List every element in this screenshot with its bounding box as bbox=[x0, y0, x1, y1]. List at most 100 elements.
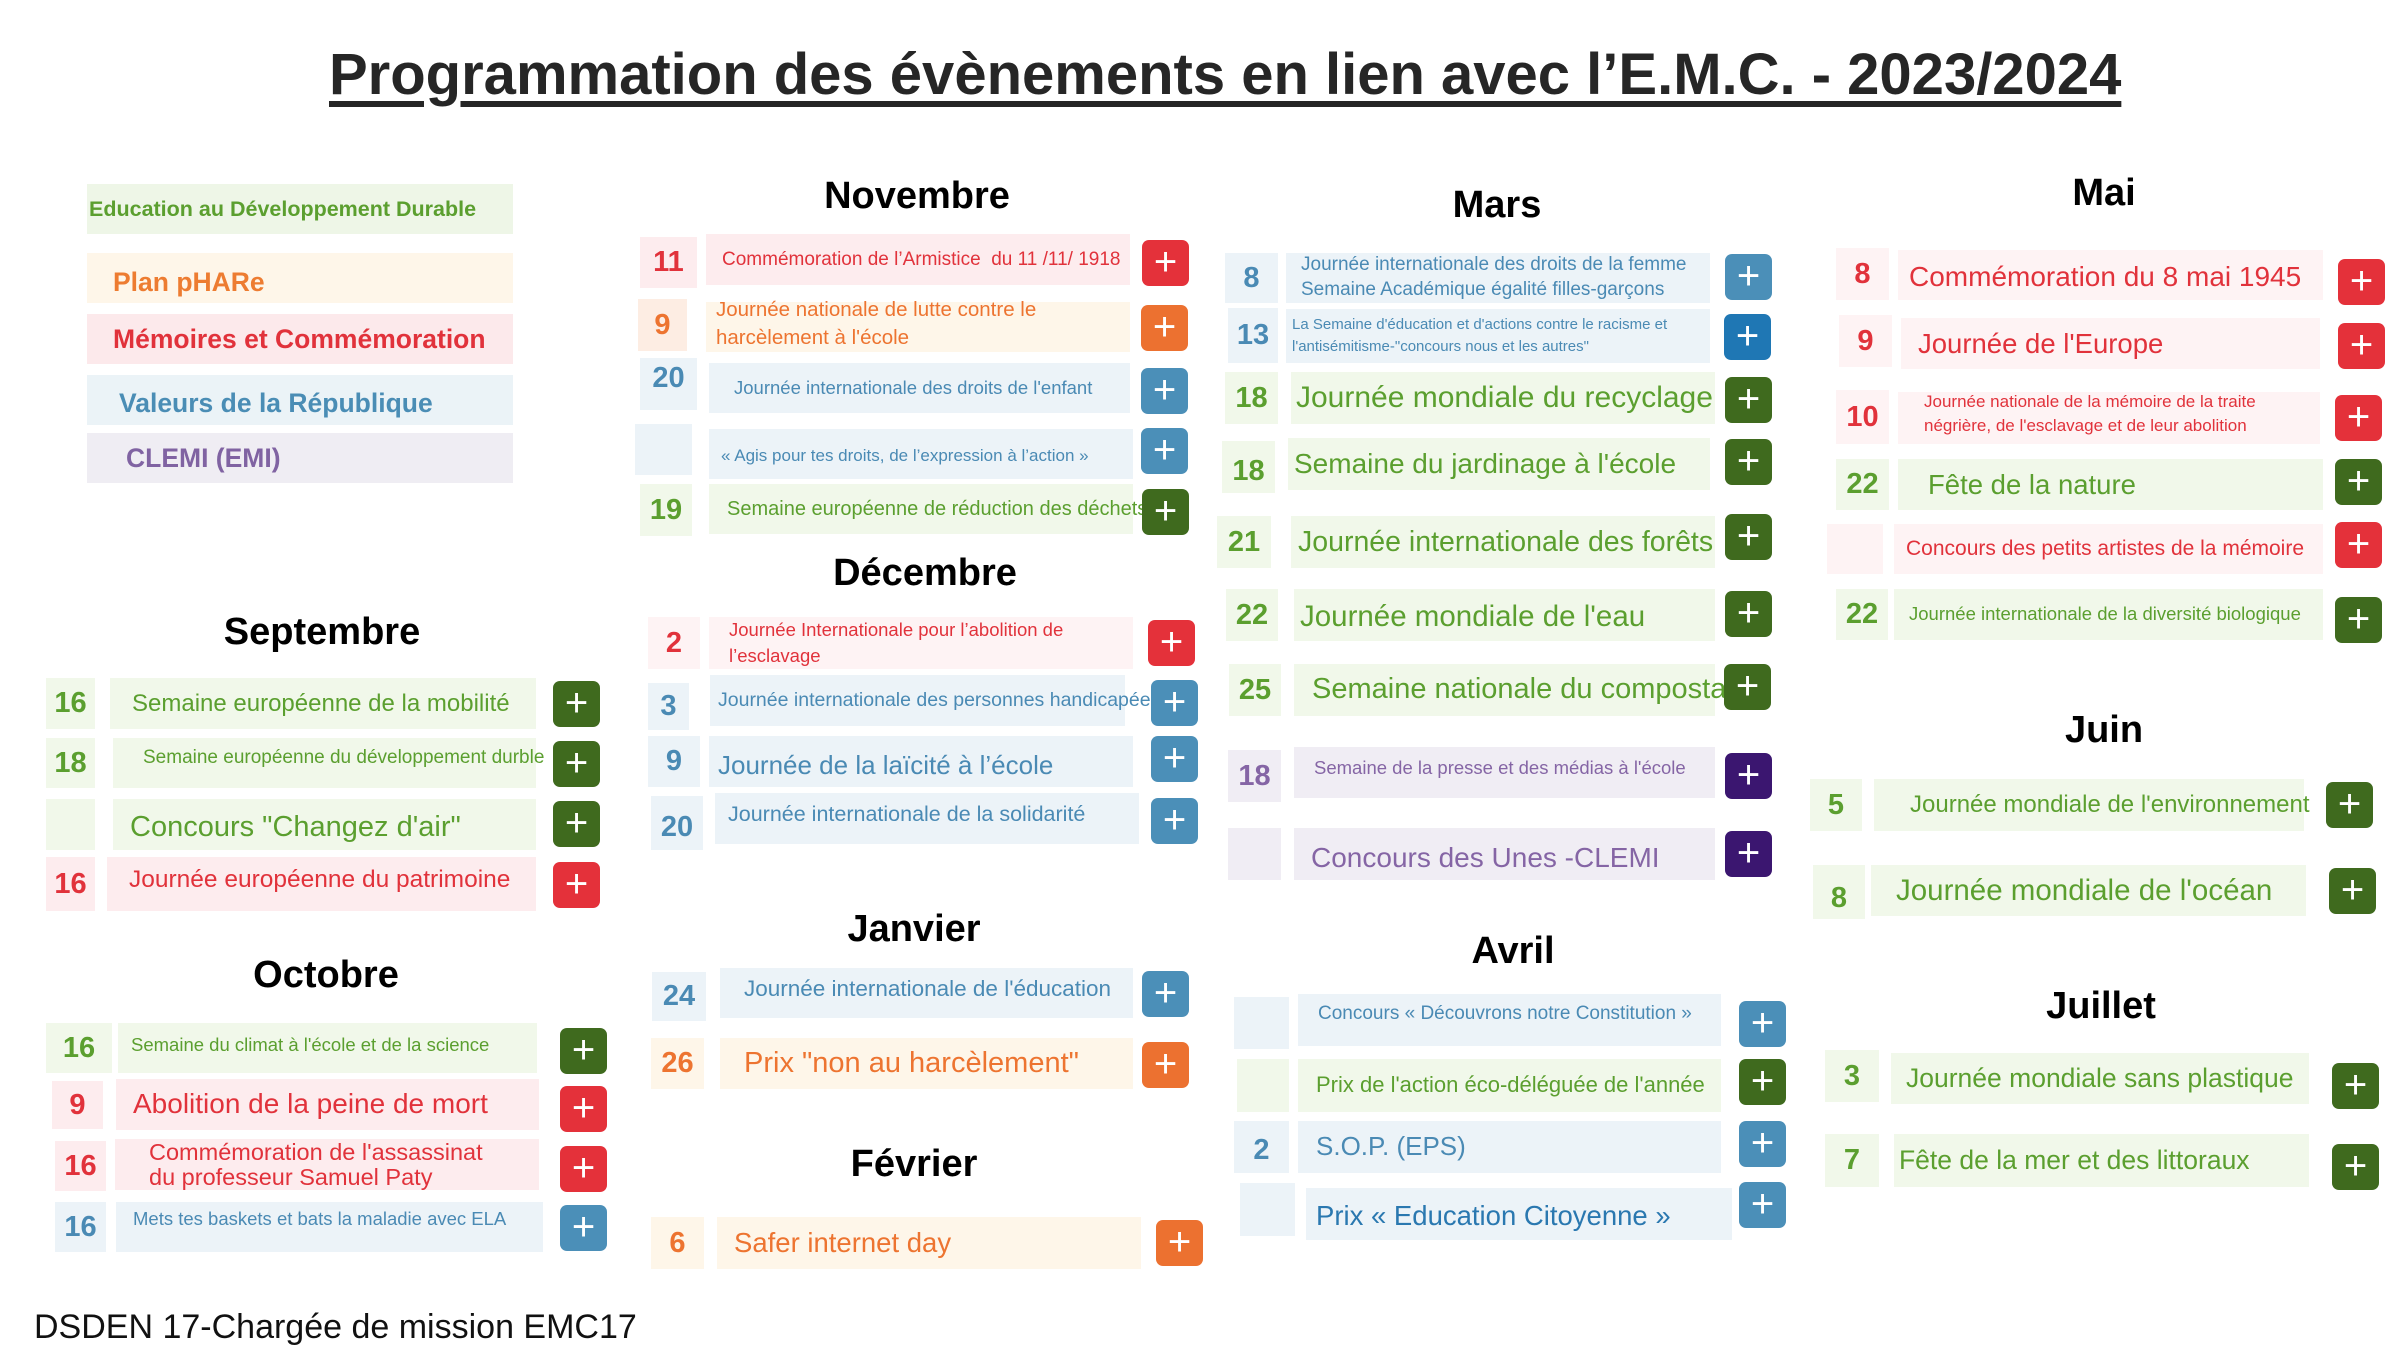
more-info-button[interactable]: + bbox=[553, 801, 600, 847]
more-info-button[interactable]: + bbox=[1151, 680, 1198, 726]
more-info-button[interactable]: + bbox=[1142, 240, 1189, 286]
plus-icon: + bbox=[2337, 781, 2362, 826]
event-label: Prix "non au harcèlement" bbox=[720, 1038, 1133, 1089]
legend-item-edd: Education au Développement Durable bbox=[87, 184, 513, 234]
event-label: Abolition de la peine de mort bbox=[116, 1079, 539, 1130]
more-info-button[interactable]: + bbox=[1148, 620, 1195, 666]
more-info-button[interactable]: + bbox=[1142, 489, 1189, 535]
more-info-button[interactable]: + bbox=[553, 741, 600, 787]
more-info-button[interactable]: + bbox=[1725, 591, 1772, 637]
more-info-button[interactable]: + bbox=[2335, 459, 2382, 505]
more-info-button[interactable]: + bbox=[2335, 395, 2382, 441]
month-title: Mars bbox=[1452, 184, 1542, 226]
more-info-button[interactable]: + bbox=[553, 681, 600, 727]
plus-icon: + bbox=[2340, 867, 2365, 912]
more-info-button[interactable]: + bbox=[560, 1146, 607, 1192]
more-info-button[interactable]: + bbox=[560, 1028, 607, 1074]
plus-icon: + bbox=[1750, 1181, 1775, 1226]
more-info-button[interactable]: + bbox=[1739, 1059, 1786, 1105]
event-date: 18 bbox=[1228, 750, 1281, 802]
more-info-button[interactable]: + bbox=[2329, 868, 2376, 914]
event-label: Mets tes baskets et bats la maladie avec… bbox=[116, 1202, 543, 1252]
event-label-text: Journée internationale de l'éducation bbox=[744, 976, 1112, 1002]
event-label-text: Prix de l'action éco-déléguée de l'année bbox=[1316, 1072, 1705, 1098]
more-info-button[interactable]: + bbox=[1156, 1220, 1203, 1266]
event-label: Journée mondiale de l'environnement bbox=[1874, 779, 2310, 831]
more-info-button[interactable]: + bbox=[1725, 831, 1772, 877]
more-info-button[interactable]: + bbox=[2338, 259, 2385, 305]
more-info-button[interactable]: + bbox=[2335, 522, 2382, 568]
more-info-button[interactable]: + bbox=[2326, 782, 2373, 828]
event-label-text: Concours "Changez d'air" bbox=[130, 810, 461, 843]
event-label: Journée nationale de lutte contre le har… bbox=[706, 298, 1130, 352]
more-info-button[interactable]: + bbox=[1142, 971, 1189, 1017]
more-info-button[interactable]: + bbox=[2338, 323, 2385, 369]
more-info-button[interactable]: + bbox=[2332, 1144, 2379, 1190]
event-date bbox=[46, 799, 95, 850]
event-label-text: Concours des Unes -CLEMI bbox=[1311, 841, 1660, 873]
event-label-text: Journée internationale des droits de la … bbox=[1301, 254, 1687, 300]
plus-icon: + bbox=[571, 1085, 596, 1130]
more-info-button[interactable]: + bbox=[1739, 1001, 1786, 1047]
plus-icon: + bbox=[1153, 488, 1178, 533]
more-info-button[interactable]: + bbox=[1725, 254, 1772, 300]
page-title: Programmation des évènements en lien ave… bbox=[329, 42, 2122, 107]
event-date: 9 bbox=[648, 736, 700, 787]
event-label: Semaine nationale du compostage bbox=[1294, 664, 1759, 716]
more-info-button[interactable]: + bbox=[1141, 368, 1188, 414]
event-label-text: Semaine du climat à l'école et de la sci… bbox=[131, 1033, 490, 1055]
more-info-button[interactable]: + bbox=[1725, 753, 1772, 799]
event-label: Journée mondiale de l'océan bbox=[1871, 865, 2306, 916]
event-date: 16 bbox=[46, 1023, 112, 1073]
more-info-button[interactable]: + bbox=[1141, 428, 1188, 474]
event-label: Journée internationale des droits de l'e… bbox=[709, 363, 1130, 413]
month-title: Janvier bbox=[847, 908, 981, 950]
event-label: Concours des petits artistes de la mémoi… bbox=[1894, 524, 2323, 574]
event-label: La Semaine d'éducation et d'actions cont… bbox=[1286, 309, 1710, 363]
more-info-button[interactable]: + bbox=[1725, 439, 1772, 485]
event-date: 16 bbox=[46, 857, 95, 911]
more-info-button[interactable]: + bbox=[2332, 1063, 2379, 1109]
more-info-button[interactable]: + bbox=[1724, 314, 1771, 360]
event-label: Semaine européenne de la mobilité bbox=[110, 678, 536, 729]
event-date: 18 bbox=[1225, 372, 1278, 424]
event-label-text: Semaine du jardinage à l'école bbox=[1294, 447, 1677, 479]
more-info-button[interactable]: + bbox=[560, 1086, 607, 1132]
more-info-button[interactable]: + bbox=[1151, 736, 1198, 782]
month-title: Février bbox=[850, 1143, 978, 1185]
plus-icon: + bbox=[2346, 458, 2371, 503]
month-title: Mai bbox=[2072, 172, 2136, 214]
plus-icon: + bbox=[1750, 1000, 1775, 1045]
event-label-text: Commémoration du 8 mai 1945 bbox=[1909, 260, 2302, 292]
event-label: Journée internationale des personnes han… bbox=[710, 675, 1160, 726]
event-date: 9 bbox=[638, 299, 687, 351]
plus-icon: + bbox=[564, 861, 589, 906]
event-date: 5 bbox=[1810, 779, 1862, 831]
more-info-button[interactable]: + bbox=[1151, 798, 1198, 844]
more-info-button[interactable]: + bbox=[1141, 305, 1188, 351]
event-label-text: Journée internationale des personnes han… bbox=[718, 688, 1161, 711]
event-label-text: Journée mondiale sans plastique bbox=[1906, 1063, 2294, 1094]
more-info-button[interactable]: + bbox=[1739, 1182, 1786, 1228]
event-label: Safer internet day bbox=[717, 1217, 1141, 1269]
event-label: S.O.P. (EPS) bbox=[1298, 1121, 1721, 1173]
event-label: Journée internationale des droits de la … bbox=[1286, 253, 1710, 303]
plus-icon: + bbox=[1162, 797, 1187, 842]
more-info-button[interactable]: + bbox=[1725, 377, 1772, 423]
event-date: 26 bbox=[651, 1038, 704, 1089]
event-label-text: Commémoration de l'assassinat du profess… bbox=[149, 1138, 483, 1190]
more-info-button[interactable]: + bbox=[1724, 664, 1771, 710]
event-date: 8 bbox=[1836, 248, 1889, 300]
plus-icon: + bbox=[2343, 1143, 2368, 1188]
more-info-button[interactable]: + bbox=[2335, 597, 2382, 643]
event-date bbox=[1234, 997, 1289, 1049]
more-info-button[interactable]: + bbox=[1142, 1042, 1189, 1088]
more-info-button[interactable]: + bbox=[553, 862, 600, 908]
event-date: 9 bbox=[1839, 315, 1892, 367]
event-label: Journée nationale de la mémoire de la tr… bbox=[1898, 392, 2320, 444]
more-info-button[interactable]: + bbox=[560, 1205, 607, 1251]
plus-icon: + bbox=[1750, 1058, 1775, 1103]
month-title: Juin bbox=[2064, 709, 2144, 751]
more-info-button[interactable]: + bbox=[1725, 514, 1772, 560]
more-info-button[interactable]: + bbox=[1739, 1121, 1786, 1167]
